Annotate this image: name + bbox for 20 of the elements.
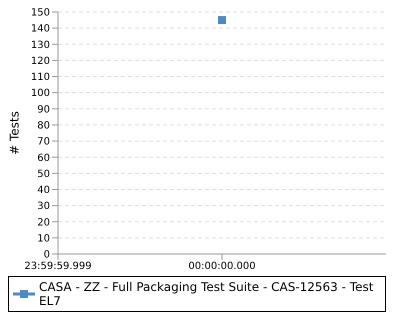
y-tick-label: 20 (37, 217, 50, 228)
y-tick-label: 50 (37, 168, 50, 180)
y-axis-title: # Tests (7, 111, 22, 155)
y-tick-label: 120 (30, 56, 50, 67)
legend-label: CASA - ZZ - Full Packaging Test Suite - CAS-12563 - Test EL7 (39, 280, 374, 308)
y-tick-label: 10 (37, 233, 50, 244)
y-tick-label: 150 (30, 8, 50, 19)
y-tick-label: 30 (37, 201, 50, 212)
y-tick-label: 40 (37, 185, 50, 196)
y-tick-label: 100 (30, 88, 50, 100)
y-tick-label: 0 (44, 250, 50, 261)
y-tick-label: 130 (30, 40, 50, 51)
y-tick-label: 110 (30, 72, 50, 84)
y-tick-label: 90 (37, 104, 50, 116)
y-tick-label: 70 (37, 136, 50, 148)
y-tick-label: 140 (30, 24, 50, 35)
y-tick-label: 60 (37, 152, 50, 164)
x-tick-label: 00:00:00.000 (188, 261, 256, 272)
y-tick-label: 80 (37, 120, 50, 132)
x-tick-label: 23:59:59.999 (24, 261, 92, 272)
